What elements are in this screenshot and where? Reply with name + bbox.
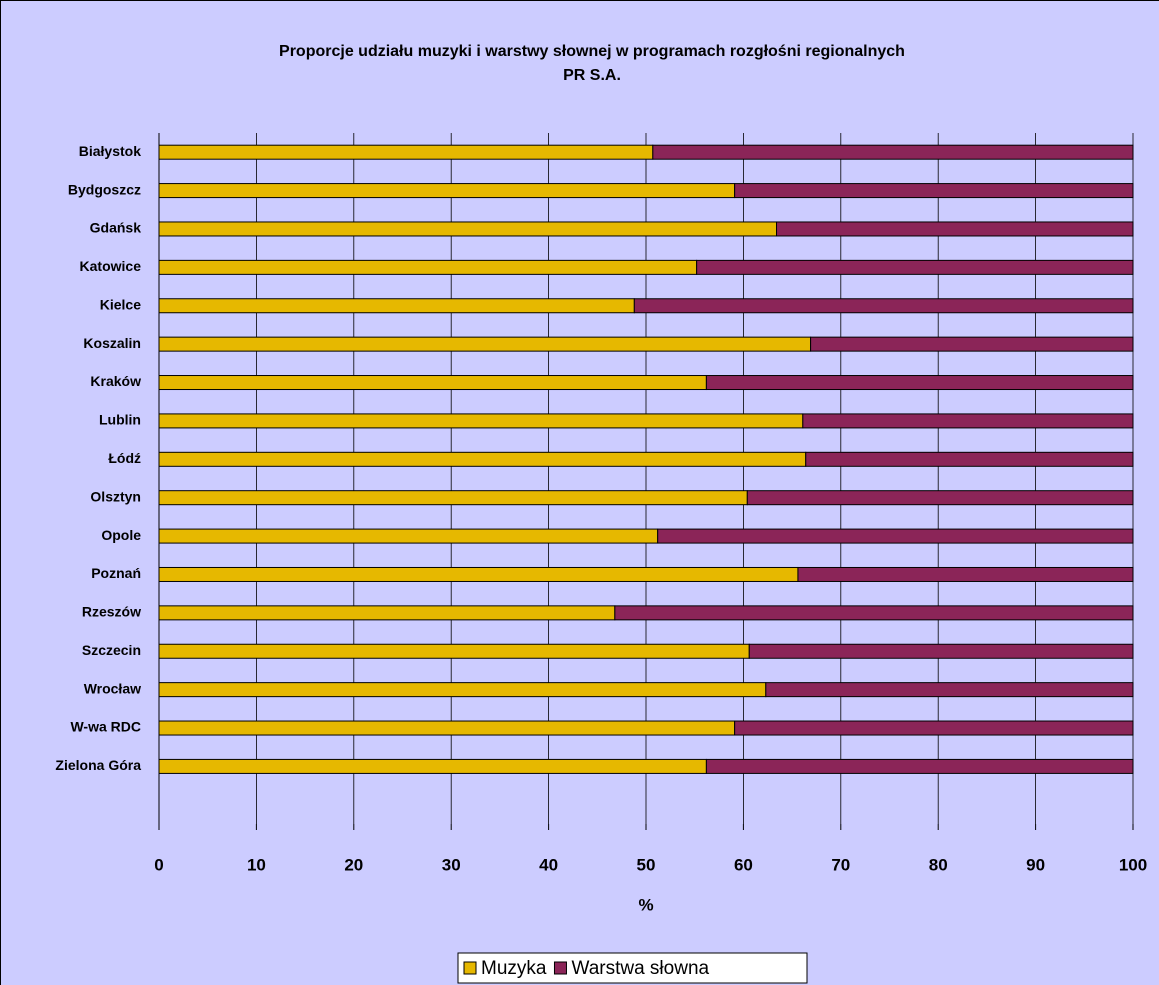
y-tick-label: Bydgoszcz	[68, 181, 141, 197]
bar	[810, 336, 1134, 352]
bar	[158, 259, 698, 275]
legend-label: Muzyka	[481, 958, 547, 979]
bar	[158, 413, 804, 429]
bar	[734, 720, 1134, 736]
bar	[158, 298, 635, 314]
bar	[614, 605, 1134, 621]
chart-title: PR S.A.	[563, 67, 621, 84]
bar	[746, 490, 1134, 506]
y-tick-label: Poznań	[91, 565, 141, 581]
y-tick-label: Lublin	[99, 412, 141, 428]
bar	[805, 451, 1134, 467]
bar	[776, 221, 1134, 237]
y-tick-label: Opole	[101, 527, 141, 543]
y-tick-label: Zielona Góra	[55, 757, 141, 773]
bar	[765, 682, 1134, 698]
chart-title: Proporcje udziału muzyki i warstwy słown…	[279, 43, 905, 60]
x-tick-label: 0	[154, 855, 163, 874]
y-tick-label: Olsztyn	[90, 488, 141, 504]
bar	[158, 183, 736, 199]
bar	[748, 643, 1134, 659]
bar	[158, 336, 812, 352]
bar	[158, 221, 778, 237]
y-tick-label: Koszalin	[83, 335, 141, 351]
bar	[158, 758, 707, 774]
x-tick-label: 10	[247, 855, 266, 874]
y-tick-label: Katowice	[80, 258, 142, 274]
x-tick-label: 100	[1119, 855, 1147, 874]
bar	[158, 720, 736, 736]
bar	[696, 259, 1134, 275]
x-tick-label: 60	[734, 855, 753, 874]
x-axis-title: %	[638, 895, 653, 914]
bar	[657, 528, 1134, 544]
bar	[158, 528, 659, 544]
bar	[797, 566, 1134, 582]
bar	[705, 758, 1134, 774]
bar	[802, 413, 1134, 429]
bar	[158, 144, 654, 160]
y-tick-label: Rzeszów	[82, 604, 141, 620]
x-tick-label: 30	[442, 855, 461, 874]
bar	[158, 605, 616, 621]
y-tick-label: Łódź	[108, 450, 141, 466]
x-tick-label: 50	[637, 855, 656, 874]
legend	[457, 952, 808, 984]
legend-swatch	[553, 961, 567, 975]
bar	[158, 643, 750, 659]
bar	[652, 144, 1134, 160]
y-tick-label: W-wa RDC	[71, 719, 142, 735]
x-tick-label: 90	[1026, 855, 1045, 874]
bar	[158, 682, 767, 698]
legend-swatch	[463, 961, 477, 975]
bar	[158, 566, 799, 582]
x-tick-label: 70	[831, 855, 850, 874]
bar	[633, 298, 1134, 314]
bar	[734, 183, 1134, 199]
y-tick-label: Gdańsk	[90, 220, 142, 236]
x-tick-label: 20	[344, 855, 363, 874]
y-tick-label: Szczecin	[82, 642, 141, 658]
y-tick-label: Wrocław	[84, 680, 141, 696]
y-tick-label: Białystok	[79, 143, 141, 159]
y-tick-label: Kielce	[100, 296, 141, 312]
x-tick-label: 40	[539, 855, 558, 874]
y-tick-label: Kraków	[90, 373, 141, 389]
bar	[158, 490, 748, 506]
bar	[158, 451, 807, 467]
bar	[705, 375, 1134, 391]
legend-label: Warstwa słowna	[571, 958, 709, 979]
x-tick-label: 80	[929, 855, 948, 874]
bar	[158, 375, 707, 391]
